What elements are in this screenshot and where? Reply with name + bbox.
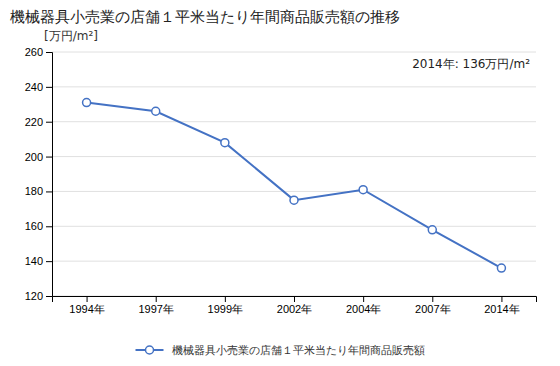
plot: 120 140 160 180 200 220 240 260 1994年 1997年 1999年 2… — [25, 46, 537, 315]
point — [497, 264, 505, 272]
y-axis: 120 140 160 180 200 220 240 260 — [25, 46, 53, 302]
point — [152, 107, 160, 115]
y-tick-mark — [46, 87, 52, 88]
y-tick-label: 120 — [25, 290, 43, 302]
point — [290, 196, 298, 204]
x-tick-mark — [87, 296, 88, 302]
grid-line — [52, 156, 536, 157]
legend-label: 機械器具小売業の店舗１平米当たり年間商品販売額 — [172, 344, 425, 357]
x-tick-mark — [225, 296, 226, 302]
y-tick-mark — [46, 122, 52, 123]
grid-line — [52, 52, 536, 53]
chart: 機械器具小売業の店舗１平米当たり年間商品販売額の推移 120 140 160 180 20… — [0, 0, 560, 366]
x-tick: 2004年 — [346, 296, 381, 315]
x-tick-label: 2002年 — [277, 303, 312, 315]
legend-marker — [146, 346, 154, 354]
x-tick: 2002年 — [277, 296, 312, 315]
y-tick: 160 — [25, 220, 52, 232]
annotation: 2014年: 136万円/m² — [412, 57, 530, 71]
x-tick: 2007年 — [415, 296, 450, 315]
grid-line — [52, 86, 536, 87]
x-tick-mark — [294, 296, 295, 302]
y-axis-line — [46, 53, 53, 297]
x-tick-label: 1999年 — [208, 303, 243, 315]
x-tick-label: 2007年 — [415, 303, 450, 315]
grid-line — [52, 226, 536, 227]
x-tick-mark — [432, 296, 433, 302]
x-tick: 1994年 — [69, 296, 104, 315]
y-tick-label: 160 — [25, 220, 43, 232]
y-tick: 200 — [25, 151, 52, 163]
x-tick-mark — [156, 296, 157, 302]
y-tick-label: 180 — [25, 185, 43, 197]
point — [83, 99, 91, 107]
y-tick-label: 220 — [25, 116, 43, 128]
x-tick: 2014年 — [484, 296, 519, 315]
x-tick-label: 2014年 — [484, 303, 519, 315]
y-tick: 140 — [25, 255, 52, 267]
x-tick-mark — [501, 296, 502, 302]
point — [428, 226, 436, 234]
y-tick-mark — [46, 191, 52, 192]
x-tick-label: 1997年 — [138, 303, 173, 315]
line — [87, 103, 502, 269]
y-tick-label: 240 — [25, 81, 43, 93]
y-tick: 180 — [25, 185, 52, 197]
y-tick-mark — [46, 261, 52, 262]
y-tick-label: 140 — [25, 255, 43, 267]
marks — [83, 99, 506, 273]
legend: 機械器具小売業の店舗１平米当たり年間商品販売額 — [136, 344, 425, 357]
grid-line — [52, 261, 536, 262]
title: 機械器具小売業の店舗１平米当たり年間商品販売額の推移 — [10, 8, 400, 26]
y-tick-mark — [46, 52, 52, 53]
y-tick-mark — [46, 157, 52, 158]
y-tick: 120 — [25, 290, 52, 302]
y-tick: 220 — [25, 116, 52, 128]
y-tick-label: 260 — [25, 46, 43, 58]
x-tick-label: 1994年 — [69, 303, 104, 315]
grid — [52, 52, 536, 296]
y-tick-label: 200 — [25, 151, 43, 163]
y-tick: 240 — [25, 81, 52, 93]
y-axis-label: [万円/m²] — [44, 29, 98, 43]
x-tick: 1997年 — [138, 296, 173, 315]
legend-item: 機械器具小売業の店舗１平米当たり年間商品販売額 — [136, 344, 425, 357]
point — [221, 139, 229, 147]
x-tick: 1999年 — [208, 296, 243, 315]
y-tick-mark — [46, 226, 52, 227]
x-axis-line — [53, 297, 537, 303]
x-tick-label: 2004年 — [346, 303, 381, 315]
point — [359, 186, 367, 194]
x-axis: 1994年 1997年 1999年 2002年 2004年 2007年 2014年 — [53, 296, 537, 315]
y-tick: 260 — [25, 46, 52, 58]
grid-line — [52, 191, 536, 192]
x-tick-mark — [363, 296, 364, 302]
grid-line — [52, 121, 536, 122]
y-tick-mark — [46, 296, 52, 297]
